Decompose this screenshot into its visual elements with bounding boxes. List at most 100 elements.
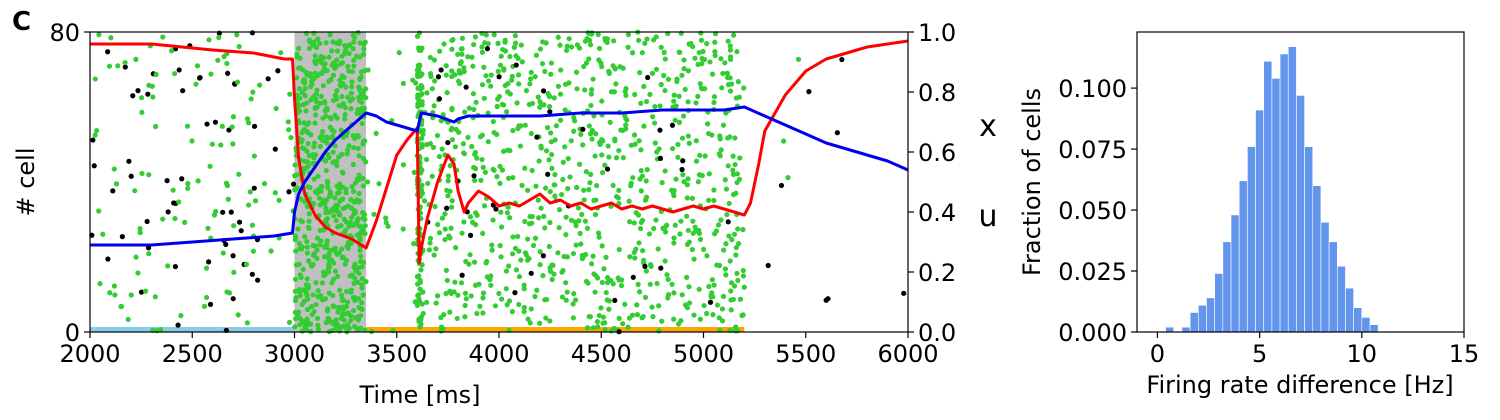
spike-dot [224, 60, 230, 67]
spike-dot [350, 161, 356, 168]
spike-dot [695, 93, 701, 99]
spike-dot [456, 78, 462, 84]
spike-dot [505, 81, 511, 87]
spike-dot [293, 295, 299, 301]
y2-tick-label: 0.8 [918, 79, 956, 107]
spike-dot [506, 298, 513, 304]
spike-dot [528, 306, 534, 312]
x-tick-label: 5500 [775, 340, 836, 368]
spike-dot [400, 80, 406, 87]
spike-dot [427, 54, 433, 61]
spike-dot [431, 103, 437, 109]
spike-dot [709, 277, 715, 283]
spike-dot [420, 131, 426, 137]
spike-dot [172, 263, 179, 270]
spike-dot [662, 258, 668, 264]
spike-dot [309, 311, 315, 318]
spike-dot [437, 48, 443, 54]
spike-dot [724, 74, 731, 81]
spike-dot [585, 280, 591, 286]
spike-dot [349, 214, 355, 221]
spike-dot [524, 236, 531, 242]
spike-dot [430, 144, 437, 151]
spike-dot [249, 30, 256, 36]
spike-dot [629, 50, 636, 56]
spike-dot [219, 123, 225, 129]
spike-dot [358, 74, 364, 80]
spike-dot [276, 197, 282, 203]
spike-dot [340, 184, 346, 190]
spike-dot [332, 143, 338, 149]
histogram-bar [1263, 60, 1273, 333]
spike-dot [594, 318, 600, 325]
spike-dot [336, 154, 342, 160]
spike-dot [596, 234, 602, 240]
spike-dot [734, 48, 740, 55]
spike-dot [685, 227, 691, 234]
spike-dot [529, 213, 535, 220]
spike-dot [726, 200, 732, 207]
spike-dot [503, 109, 510, 115]
spike-dot [323, 40, 329, 46]
spike-dot [674, 76, 680, 82]
x-tick-label: 2000 [59, 340, 120, 368]
spike-dot [251, 185, 257, 191]
spike-dot [728, 280, 735, 286]
spike-dot [497, 243, 503, 249]
spike-dot [620, 65, 626, 71]
spike-dot [736, 176, 743, 182]
x-tick-label: 10 [1347, 340, 1378, 368]
spike-dot [539, 61, 546, 67]
spike-dot [443, 72, 449, 78]
spike-dot [532, 74, 538, 80]
spike-dot [506, 263, 512, 269]
spike-dot [634, 302, 640, 308]
spike-dot [373, 130, 379, 136]
spike-dot [676, 93, 682, 99]
spike-dot [594, 183, 600, 189]
spike-dot [452, 72, 458, 78]
spike-dot [436, 230, 443, 236]
spike-dot [307, 84, 314, 90]
spike-dot [551, 182, 557, 188]
spike-dot [333, 217, 339, 224]
spike-dot [546, 157, 552, 163]
spike-dot [589, 136, 595, 142]
spike-dot [733, 324, 739, 330]
spike-dot [622, 88, 628, 94]
spike-dot [338, 315, 344, 322]
spike-dot [602, 326, 608, 333]
spike-dot [182, 219, 188, 225]
spike-dot [599, 170, 606, 176]
spike-dot [504, 147, 511, 153]
spike-dot [592, 153, 598, 159]
spike-dot [734, 171, 740, 177]
spike-dot [525, 316, 531, 322]
spike-dot [602, 162, 608, 168]
spike-dot [730, 153, 736, 159]
spike-dot [328, 116, 334, 122]
spike-dot [304, 238, 310, 245]
spike-dot [115, 63, 121, 69]
spike-dot [672, 117, 678, 123]
spike-dot [255, 277, 261, 283]
spike-dot [540, 273, 546, 279]
spike-dot [427, 141, 433, 147]
spike-dot [684, 305, 691, 311]
spike-dot [175, 322, 181, 328]
spike-dot [579, 211, 585, 218]
spike-dot [225, 196, 231, 202]
spike-dot [568, 44, 575, 50]
histogram-bar [1304, 146, 1314, 333]
spike-dot [331, 213, 337, 219]
spike-dot [294, 51, 300, 57]
spike-dot [595, 324, 601, 330]
spike-dot [636, 289, 643, 295]
spike-dot [152, 123, 159, 130]
spike-dot [474, 155, 480, 161]
histogram-x-axis-label: Firing rate difference [Hz] [1146, 371, 1453, 399]
spike-dot [323, 167, 329, 174]
spike-dot [438, 324, 445, 330]
spike-dot [308, 132, 314, 138]
spike-dot [664, 272, 670, 278]
